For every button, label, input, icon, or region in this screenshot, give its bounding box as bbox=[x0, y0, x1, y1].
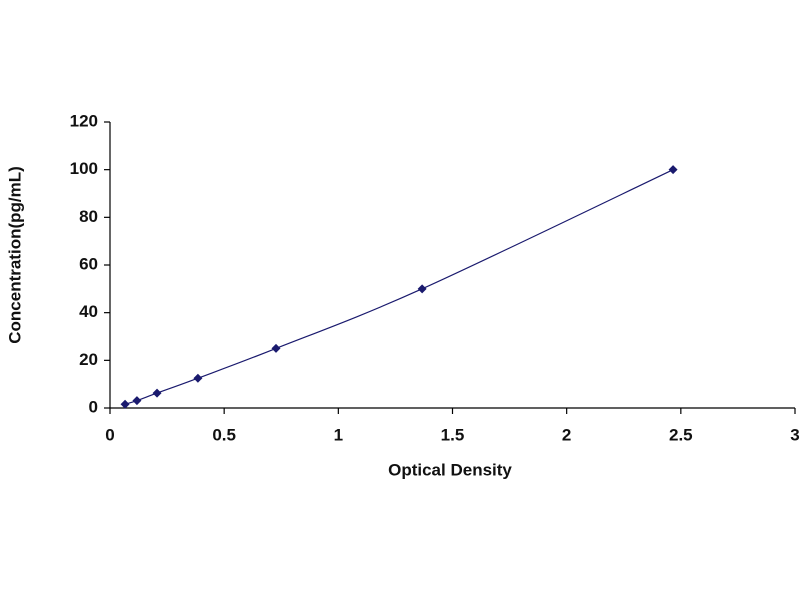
data-point bbox=[132, 396, 142, 406]
x-tick-label: 0.5 bbox=[212, 425, 236, 444]
x-tick-label: 2.5 bbox=[669, 425, 693, 444]
data-point bbox=[193, 373, 203, 383]
x-tick-label: 1 bbox=[334, 425, 343, 444]
y-axis-label: Concentration(pg/mL) bbox=[5, 166, 24, 344]
y-tick-label: 120 bbox=[70, 111, 98, 130]
data-point bbox=[152, 388, 162, 398]
data-point bbox=[120, 399, 130, 409]
trend-line bbox=[124, 169, 674, 405]
x-tick-label: 1.5 bbox=[441, 425, 465, 444]
y-tick-label: 80 bbox=[79, 207, 98, 226]
x-axis-label: Optical Density bbox=[388, 460, 512, 479]
data-point bbox=[668, 165, 678, 175]
data-point bbox=[271, 343, 281, 353]
x-tick-label: 2 bbox=[562, 425, 571, 444]
x-tick-label: 3 bbox=[790, 425, 799, 444]
y-tick-label: 0 bbox=[89, 397, 98, 416]
data-point bbox=[417, 284, 427, 294]
y-tick-label: 20 bbox=[79, 350, 98, 369]
y-tick-label: 60 bbox=[79, 254, 98, 273]
y-tick-label: 40 bbox=[79, 302, 98, 321]
y-tick-label: 100 bbox=[70, 159, 98, 178]
x-tick-label: 0 bbox=[105, 425, 114, 444]
